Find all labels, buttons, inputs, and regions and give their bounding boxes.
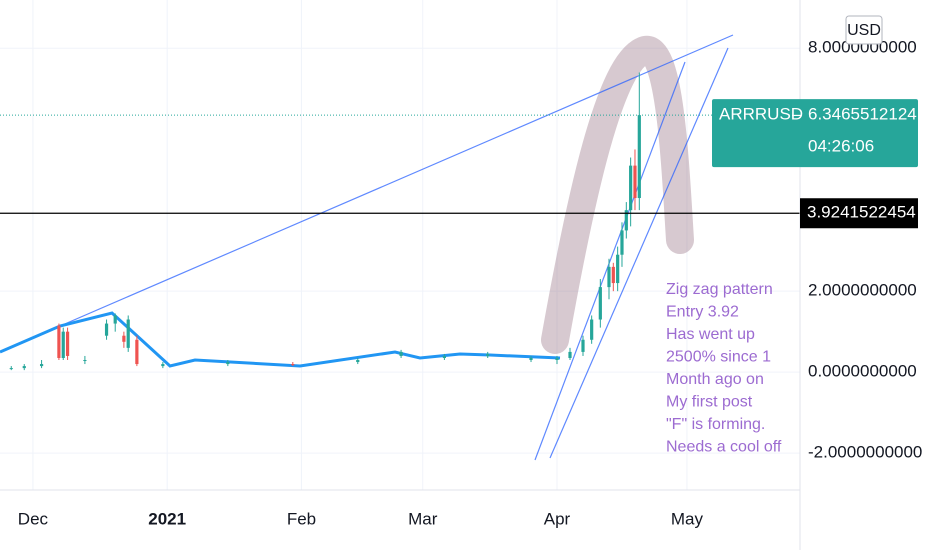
candle-body (39, 364, 44, 367)
candle-body (22, 366, 26, 369)
y-tick-label: 2.0000000000 (808, 281, 917, 300)
candle-body (57, 325, 61, 358)
zigzag-drawing (0, 311, 561, 368)
candle-body (9, 368, 13, 370)
candle-body (161, 364, 165, 367)
x-tick-label: Dec (18, 509, 49, 528)
candle-body (598, 287, 602, 320)
candle-body (291, 364, 295, 366)
candle-body (356, 360, 360, 363)
annotation-text: My first post (666, 394, 753, 411)
annotation-text: 2500% since 1 (666, 349, 771, 366)
x-tick-label: 2021 (148, 509, 186, 528)
highlight-drawing (541, 36, 694, 354)
labels: 8.0000000000 2.0000000000 0.0000000000 -2.0… (18, 15, 922, 528)
annotation-text: Entry 3.92 (666, 304, 739, 321)
annotation-text: Zig zag pattern (666, 281, 773, 298)
y-tick-label: -2.0000000000 (808, 443, 922, 462)
y-tick-label: 0.0000000000 (808, 362, 917, 381)
candle-body (620, 230, 624, 255)
candle-body (61, 331, 65, 358)
candle-body (442, 355, 446, 358)
candle-body (611, 266, 615, 284)
candle-body (607, 266, 611, 288)
candles (9, 72, 641, 371)
candle-body (616, 254, 620, 284)
trend-line (0, 34, 734, 353)
countdown-label: 04:26:06 (808, 137, 874, 156)
candle-body (590, 319, 594, 340)
candle-body (113, 315, 117, 324)
candle-body (104, 323, 109, 336)
grid (0, 0, 800, 490)
x-tick-label: Feb (287, 509, 316, 528)
x-tick-label: May (671, 509, 704, 528)
candle-body (629, 165, 633, 211)
candle-body (226, 362, 230, 365)
candle-body (65, 331, 70, 356)
candle-body (399, 351, 403, 356)
candle-body (135, 339, 139, 365)
annotation-text: Has went up (666, 326, 755, 343)
line-price-label: 3.9241522454 (807, 203, 916, 222)
x-tick-label: Apr (544, 509, 571, 528)
x-tick-label: Mar (408, 509, 438, 528)
channel-line (534, 61, 686, 461)
candle-body (486, 353, 490, 356)
candle-body (637, 115, 641, 199)
currency-label: USD (847, 22, 881, 39)
overlay: Zig zag pattern Entry 3.92 Has went up 2500… (0, 114, 800, 456)
y-tick-label: 8.0000000000 (808, 38, 917, 57)
annotation-text: Needs a cool off (666, 439, 782, 456)
last-price-label: 6.3465512124 (808, 105, 917, 124)
currency-box (845, 15, 883, 45)
annotation-text: Month ago on (666, 371, 764, 388)
candle-body (555, 357, 559, 361)
price-tag (712, 99, 918, 168)
candle-body (624, 210, 628, 231)
candle-body (529, 357, 533, 361)
annotation-text: "F" is forming. (666, 416, 765, 433)
candle-body (568, 351, 572, 358)
candle-body (122, 335, 126, 342)
line-price-tag (800, 198, 918, 229)
price-dash: – (792, 105, 802, 124)
candle-body (126, 319, 130, 348)
candle-body (581, 339, 585, 352)
channel-line (549, 47, 729, 459)
symbol-label: ARRRUSD (719, 105, 803, 124)
candle-body (633, 165, 637, 199)
candle-body (83, 360, 87, 362)
